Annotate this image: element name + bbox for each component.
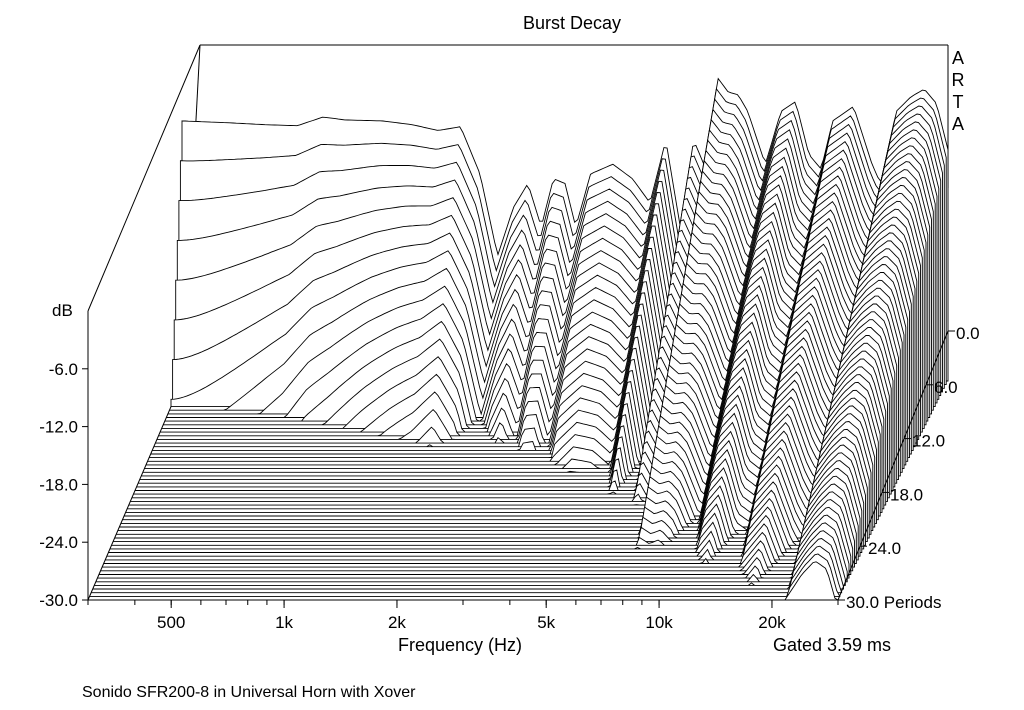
z-tick-label: 30.0 Periods bbox=[846, 593, 941, 612]
decay-slice bbox=[108, 460, 863, 553]
x-tick-label: 500 bbox=[157, 613, 185, 632]
watermark-letter: R bbox=[952, 70, 965, 90]
watermark-letter: A bbox=[952, 48, 964, 68]
y-unit-label: dB bbox=[52, 301, 73, 320]
z-tick-label: 24.0 bbox=[868, 539, 901, 558]
z-tick-label: 12.0 bbox=[912, 432, 945, 451]
decay-slice bbox=[91, 545, 843, 594]
decay-slice bbox=[95, 522, 848, 583]
z-tick-label: 6.0 bbox=[934, 378, 958, 397]
decay-slice bbox=[100, 499, 854, 572]
decay-slice bbox=[102, 491, 855, 568]
z-tick-label: 0.0 bbox=[956, 324, 980, 343]
x-tick-label: 20k bbox=[758, 613, 786, 632]
y-tick-label: -6.0 bbox=[49, 360, 78, 379]
decay-slice bbox=[94, 530, 846, 586]
y-tick-label: -24.0 bbox=[39, 533, 78, 552]
watermark-letter: A bbox=[952, 114, 964, 134]
x-axis: 500 1k 2k 5k 10k 20k bbox=[87, 600, 839, 632]
decay-slice bbox=[97, 514, 850, 579]
left-top-diagonal bbox=[87, 44, 201, 312]
gating-note: Gated 3.59 ms bbox=[773, 635, 891, 655]
z-axis-line bbox=[837, 330, 949, 601]
z-axis: 0.0 6.0 12.0 18.0 24.0 30.0 Periods bbox=[837, 324, 980, 612]
x-tick-label: 1k bbox=[275, 613, 293, 632]
y-tick-label: -12.0 bbox=[39, 418, 78, 437]
decay-slice bbox=[99, 506, 852, 575]
decay-slice bbox=[106, 467, 861, 557]
waterfall-surface bbox=[88, 77, 949, 601]
x-tick-label: 2k bbox=[388, 613, 406, 632]
decay-slice bbox=[111, 444, 866, 546]
y-tick-label: -18.0 bbox=[39, 475, 78, 494]
decay-slice bbox=[92, 538, 844, 590]
watermark-letter: T bbox=[953, 92, 964, 112]
caption: Sonido SFR200-8 in Universal Horn with X… bbox=[82, 684, 416, 701]
y-tick-label: -30.0 bbox=[39, 591, 78, 610]
z-tick-label: 18.0 bbox=[890, 485, 923, 504]
decay-slice bbox=[89, 553, 841, 597]
decay-slice bbox=[103, 483, 857, 564]
decay-slice bbox=[105, 475, 859, 561]
chart-title: Burst Decay bbox=[523, 13, 621, 33]
x-tick-label: 10k bbox=[645, 613, 673, 632]
x-axis-label: Frequency (Hz) bbox=[398, 635, 522, 655]
x-tick-label: 5k bbox=[537, 613, 555, 632]
y-axis: -6.0 -12.0 -18.0 -24.0 -30.0 bbox=[39, 360, 88, 610]
